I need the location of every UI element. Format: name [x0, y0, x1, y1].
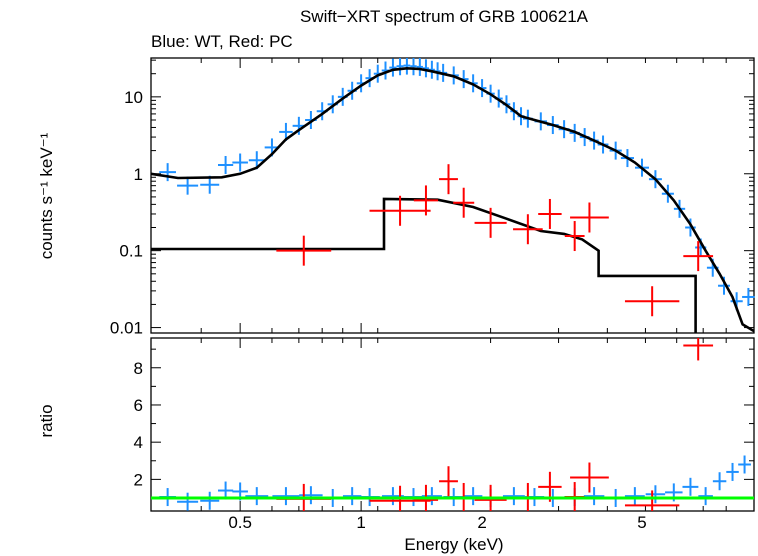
- y-tick-label: 0.01: [110, 319, 143, 338]
- y-tick-label: 1: [134, 165, 143, 184]
- pc-data-point: [624, 286, 680, 317]
- ratio-panel: 0.5 1 2 5 2 4 6 8: [134, 337, 755, 532]
- wt-ratio-point: [645, 485, 666, 504]
- y-tick-label: 4: [134, 433, 143, 452]
- wt-data-point: [416, 58, 423, 76]
- wt-ratio-point: [200, 491, 220, 510]
- y-tick-label: 10: [124, 88, 143, 107]
- pc-data-point: [570, 202, 609, 233]
- wt-data-point: [389, 58, 397, 77]
- pc-data-point: [276, 235, 332, 266]
- wt-ratio-point: [726, 462, 739, 481]
- wt-ratio-point: [272, 487, 300, 506]
- y-tick-label: 2: [134, 470, 143, 489]
- wt-data-point: [177, 176, 199, 195]
- bottom-y-axis-label: ratio: [37, 404, 56, 437]
- pc-data-point: [538, 198, 562, 229]
- x-tick-label: 5: [637, 513, 646, 532]
- y-tick-label: 0.1: [119, 242, 143, 261]
- pc-data-point: [439, 164, 458, 195]
- wt-ratio-point: [682, 477, 699, 496]
- wt-ratio-point: [583, 487, 605, 506]
- wt-data-point: [159, 163, 176, 182]
- chart-title: Swift−XRT spectrum of GRB 100621A: [300, 7, 589, 26]
- pc-ratio-point: [624, 490, 680, 511]
- wt-ratio-point: [245, 487, 269, 506]
- pc-ratio-point: [683, 338, 714, 361]
- pc-data-point: [413, 185, 439, 216]
- wt-ratio-point: [299, 486, 323, 505]
- pc-ratio-point: [439, 466, 458, 497]
- wt-data-point: [422, 59, 429, 78]
- wt-ratio-point: [738, 455, 751, 474]
- wt-model-line: [150, 66, 755, 333]
- wt-data-point: [742, 287, 755, 306]
- wt-ratio-point: [463, 487, 483, 506]
- wt-data-point: [403, 58, 411, 75]
- x-tick-label: 2: [477, 513, 486, 532]
- pc-data-point: [453, 187, 475, 218]
- wt-ratio-point: [177, 492, 199, 511]
- top-y-axis-label: counts s⁻¹ keV⁻¹: [37, 132, 56, 259]
- spectrum-panel: 0.01 0.1 1 10: [110, 57, 755, 338]
- y-tick-label: 6: [134, 396, 143, 415]
- pc-model-line: [151, 197, 697, 333]
- wt-ratio-point: [502, 487, 525, 506]
- wt-ratio-point: [421, 487, 442, 506]
- wt-ratio-point: [342, 487, 362, 506]
- pc-data-point: [369, 195, 431, 226]
- y-tick-label: 8: [134, 359, 143, 378]
- wt-data-point: [232, 153, 248, 172]
- x-tick-label: 1: [356, 513, 365, 532]
- wt-data-point: [685, 218, 696, 237]
- pc-data-point: [683, 241, 714, 272]
- wt-ratio-point: [712, 472, 727, 491]
- pc-data-point: [513, 214, 543, 245]
- wt-data-point: [217, 155, 234, 174]
- wt-ratio-point: [698, 487, 713, 506]
- wt-ratio-point: [624, 487, 645, 506]
- x-axis-label: Energy (keV): [404, 535, 503, 554]
- spectrum-frame: [150, 57, 755, 334]
- x-tick-label: 0.5: [228, 513, 252, 532]
- ratio-frame: [150, 337, 755, 512]
- chart-subtitle: Blue: WT, Red: PC: [151, 32, 293, 51]
- pc-data-point: [564, 221, 585, 252]
- pc-data-point: [474, 207, 507, 238]
- wt-data-point: [396, 58, 404, 76]
- pc-ratio-point: [570, 462, 609, 493]
- wt-data-point: [410, 58, 417, 76]
